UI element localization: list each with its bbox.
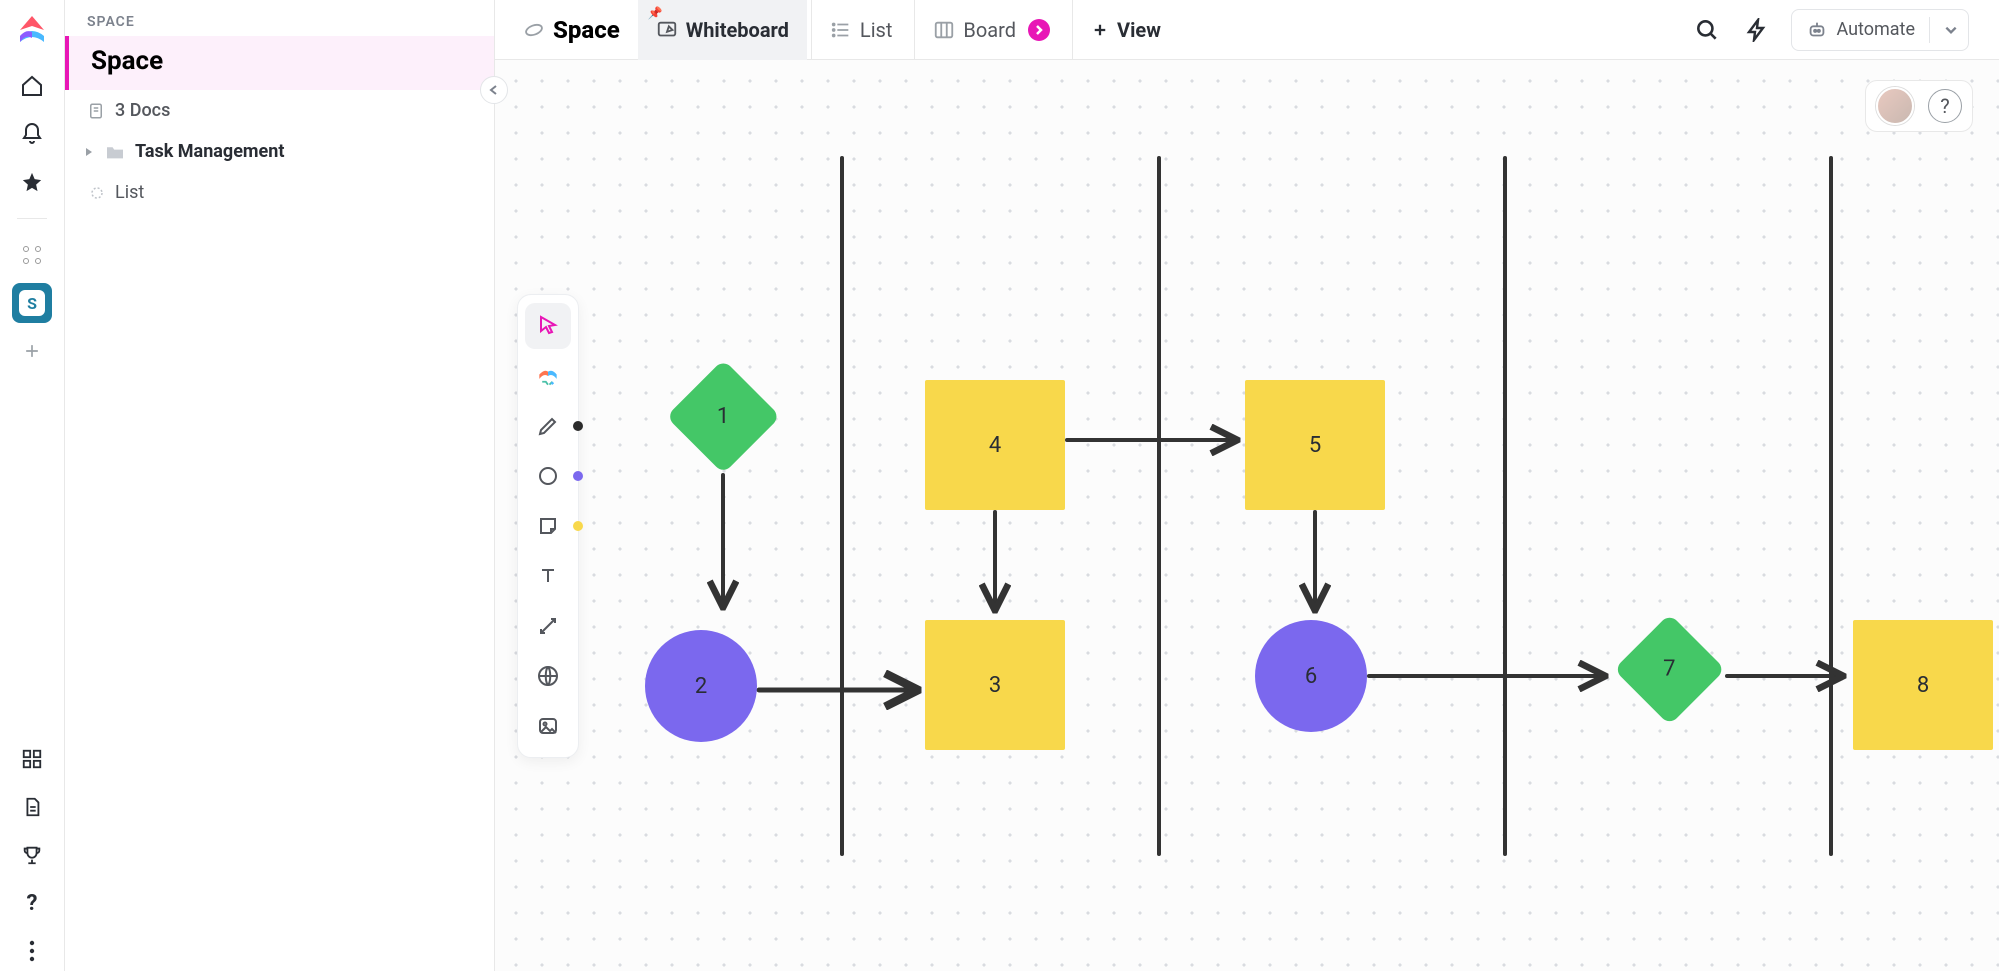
notifications-icon[interactable] [12, 114, 52, 154]
swimlane[interactable] [1503, 156, 1507, 856]
swimlanes-layer [495, 60, 1999, 971]
swimlane[interactable] [1829, 156, 1833, 856]
add-view-label: View [1117, 18, 1161, 42]
swimlane[interactable] [1157, 156, 1161, 856]
sidebar-item-task-management[interactable]: Task Management [65, 131, 494, 172]
sidebar-item-label: List [115, 182, 144, 203]
tool-sticky[interactable] [525, 503, 571, 549]
docs-icon[interactable] [12, 787, 52, 827]
tool-clickup[interactable] [525, 353, 571, 399]
tab-label: List [860, 18, 893, 42]
app-logo[interactable] [14, 12, 50, 48]
sticky-color-swatch [573, 521, 583, 531]
pen-color-swatch [573, 421, 583, 431]
plus-icon [1091, 21, 1109, 39]
tab-board[interactable]: Board [914, 0, 1068, 60]
pin-icon: 📌 [648, 6, 663, 20]
top-actions: Automate [1691, 9, 1985, 51]
search-icon[interactable] [1691, 14, 1723, 46]
chevron-badge-icon [1028, 19, 1050, 41]
dashboards-icon[interactable] [12, 739, 52, 779]
tool-shape[interactable] [525, 453, 571, 499]
bolt-icon[interactable] [1741, 14, 1773, 46]
main: Space 📌 Whiteboard List Board View [495, 0, 1999, 971]
tool-web[interactable] [525, 653, 571, 699]
tool-pen[interactable] [525, 403, 571, 449]
space-badge[interactable]: S [12, 283, 52, 323]
swimlane[interactable] [840, 156, 844, 856]
view-tabs-bar: Space 📌 Whiteboard List Board View [495, 0, 1999, 60]
sidebar-item-label: Task Management [135, 141, 284, 162]
tab-list[interactable]: List [811, 0, 911, 60]
favorites-icon[interactable] [12, 162, 52, 202]
chevron-down-icon [1944, 23, 1958, 37]
tool-cursor[interactable] [525, 303, 571, 349]
tab-whiteboard[interactable]: 📌 Whiteboard [638, 0, 807, 60]
nav-rail: S ? [0, 0, 65, 971]
sidebar: SPACE Space 3 Docs Task Management List [65, 0, 495, 971]
tool-text[interactable] [525, 553, 571, 599]
shape-color-swatch [573, 471, 583, 481]
apps-icon[interactable] [12, 235, 52, 275]
tab-label: Board [963, 18, 1016, 42]
robot-icon [1806, 19, 1828, 41]
tool-image[interactable] [525, 703, 571, 749]
sidebar-collapse-button[interactable] [480, 76, 508, 104]
whiteboard-toolbar [517, 294, 579, 758]
whiteboard-icon [656, 19, 678, 41]
tab-label: Whiteboard [686, 18, 789, 42]
sidebar-item-list[interactable]: List [65, 172, 494, 213]
add-icon[interactable] [12, 331, 52, 371]
automate-label: Automate [1836, 19, 1915, 40]
sidebar-docs-label: 3 Docs [115, 100, 170, 121]
whiteboard-canvas[interactable]: ? 1234567 [495, 60, 1999, 971]
more-icon[interactable] [12, 931, 52, 971]
breadcrumb: SPACE [65, 0, 494, 36]
list-icon [830, 19, 852, 41]
board-icon [933, 19, 955, 41]
add-view-button[interactable]: View [1072, 0, 1179, 60]
space-title[interactable]: Space [65, 36, 494, 90]
automate-button[interactable]: Automate [1791, 9, 1969, 51]
goals-icon[interactable] [12, 835, 52, 875]
sidebar-docs[interactable]: 3 Docs [65, 90, 494, 131]
tool-connector[interactable] [525, 603, 571, 649]
page-title: Space [509, 16, 634, 44]
help-icon[interactable]: ? [12, 883, 52, 923]
home-icon[interactable] [12, 66, 52, 106]
